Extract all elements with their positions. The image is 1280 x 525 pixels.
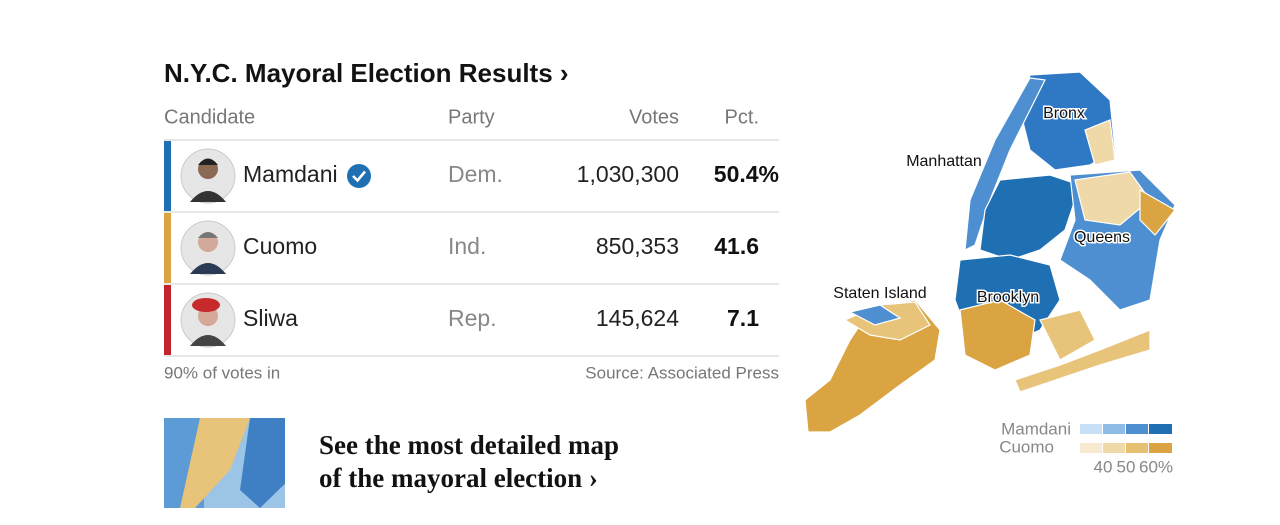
col-header: Pct. <box>725 106 759 128</box>
candidate-name: Sliwa <box>243 305 298 331</box>
promo-text[interactable]: See the most detailed map <box>319 430 619 460</box>
party-bar <box>164 141 171 211</box>
winner-check <box>347 164 371 188</box>
avatar <box>180 148 236 204</box>
avatar <box>180 220 236 276</box>
party: Dem. <box>448 161 503 187</box>
pct: 41.6 <box>714 233 759 259</box>
pct: 7.1 <box>727 305 759 331</box>
col-header: Candidate <box>164 106 255 128</box>
avatar <box>180 292 236 348</box>
votes: 145,624 <box>596 305 679 331</box>
map-label: Bronx <box>1043 105 1085 122</box>
legend-tick: 40 <box>1094 457 1113 476</box>
votes: 1,030,300 <box>577 161 679 187</box>
map-label: Staten Island <box>833 285 926 302</box>
votes: 850,353 <box>596 233 679 259</box>
pct: 50.4% <box>714 161 779 187</box>
title[interactable]: N.Y.C. Mayoral Election Results › <box>164 58 569 88</box>
legend-label: Cuomo <box>999 437 1054 456</box>
map-label: Manhattan <box>906 153 982 170</box>
legend-tick: 50 <box>1117 457 1136 476</box>
borough-map <box>804 71 1176 433</box>
legend-tick: 60% <box>1139 457 1173 476</box>
map-label: Brooklyn <box>977 289 1039 306</box>
map-label: Queens <box>1074 229 1130 246</box>
col-header: Votes <box>629 106 679 128</box>
row-dividers <box>164 139 779 357</box>
candidate-name: Mamdani <box>243 161 338 187</box>
candidate-name: Cuomo <box>243 233 317 259</box>
party-bar <box>164 213 171 283</box>
promo-text[interactable]: of the mayoral election › <box>319 463 598 493</box>
legend-swatches <box>1080 424 1172 453</box>
col-header: Party <box>448 106 495 128</box>
party-bar <box>164 285 171 355</box>
source: Source: Associated Press <box>585 363 779 382</box>
party: Ind. <box>448 233 486 259</box>
party: Rep. <box>448 305 497 331</box>
reporting-note: 90% of votes in <box>164 363 280 382</box>
promo-thumbnail[interactable] <box>164 418 299 508</box>
legend-label: Mamdani <box>1001 419 1071 438</box>
